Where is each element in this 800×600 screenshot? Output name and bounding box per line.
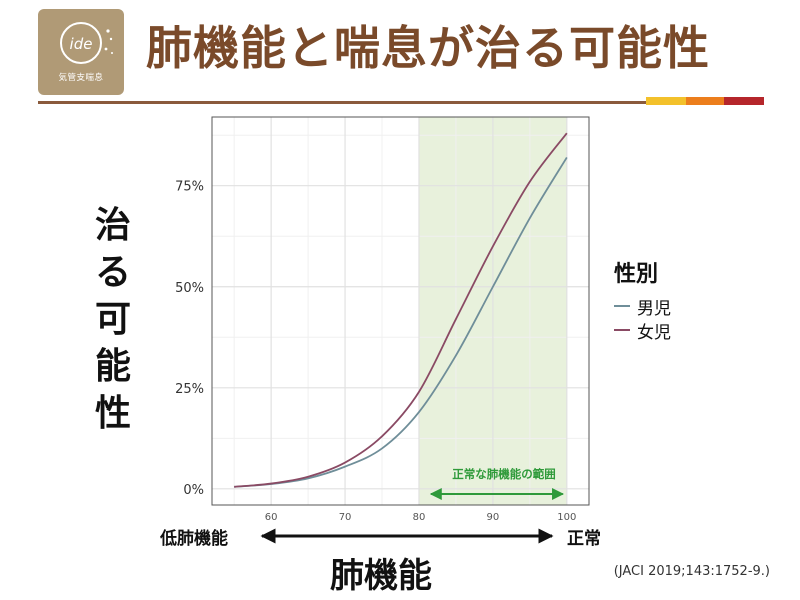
plot-border <box>211 116 590 506</box>
x-tick-label: 100 <box>557 512 576 523</box>
logo: ide 気管支喘息 <box>38 9 124 95</box>
legend-title: 性別 <box>614 262 659 287</box>
y-axis-label-char: 性 <box>94 393 131 434</box>
legend-item-boys: 男児 <box>614 294 671 319</box>
legend-swatch-boys <box>614 305 630 307</box>
y-axis-label-char: 可 <box>94 299 131 340</box>
x-tick-label: 60 <box>265 512 278 523</box>
y-axis-label-char: 治 <box>94 205 131 246</box>
y-tick-label: 75% <box>175 180 204 195</box>
citation: (JACI 2019;143:1752-9.) <box>613 564 770 579</box>
normal-range-label: 正常な肺機能の範囲 <box>452 467 556 481</box>
y-axis-label-char: 能 <box>94 346 131 387</box>
x-axis-low-end-label: 低肺機能 <box>160 529 228 549</box>
y-tick-label: 50% <box>175 281 204 296</box>
logo-mark-icon: ide <box>60 22 113 64</box>
title-accent-bar-yellow <box>646 97 686 105</box>
legend-label-girls: 女児 <box>637 322 671 343</box>
series-line-girls <box>234 132 568 488</box>
x-tick-label: 70 <box>339 512 352 523</box>
series-line-boys <box>234 156 568 488</box>
logo-caption: 気管支喘息 <box>58 73 104 83</box>
legend-item-girls: 女児 <box>614 318 671 343</box>
y-axis-label-char: る <box>94 252 131 293</box>
x-tick-label: 80 <box>413 512 426 523</box>
y-tick-label: 0% <box>183 483 204 498</box>
x-axis-label: 肺機能 <box>330 556 432 596</box>
legend: 性別 男児 女児 <box>614 256 671 343</box>
legend-swatch-girls <box>614 329 630 331</box>
x-axis-high-end-label: 正常 <box>567 529 601 549</box>
title-accent-bar-orange <box>686 97 724 105</box>
title-accent-bar-red <box>724 97 764 105</box>
legend-label-boys: 男児 <box>637 298 671 319</box>
x-tick-label: 90 <box>487 512 500 523</box>
y-axis-label: 治 る 可 能 性 <box>88 202 138 437</box>
logo-text: ide <box>70 35 93 53</box>
title-divider <box>38 101 646 104</box>
page-title: 肺機能と喘息が治る可能性 <box>146 21 710 75</box>
y-tick-label: 25% <box>175 382 204 397</box>
